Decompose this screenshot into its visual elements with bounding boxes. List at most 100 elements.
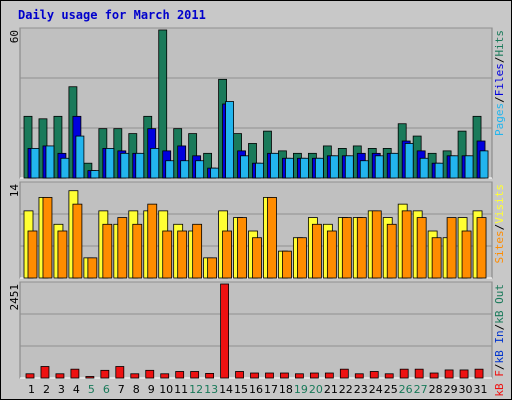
x-tick-label-day-30: 30 (459, 383, 473, 396)
legend-separator: / (493, 224, 506, 231)
legend-kbf-in-out: kB F/kB In/kB Out (493, 284, 506, 397)
bar-kb-f-2 (40, 366, 50, 379)
bar-kb-f-27 (414, 368, 424, 379)
bar-sites-6 (102, 223, 113, 279)
x-tick-label-day-5: 5 (88, 383, 95, 396)
x-tick-label-day-22: 22 (339, 383, 353, 396)
bar-kb-f-25 (384, 373, 394, 379)
bar-sites-13 (207, 257, 218, 279)
bar-pages-18 (285, 157, 294, 179)
x-tick-label-day-9: 9 (148, 383, 155, 396)
legend-entry-kb-in: kB In (493, 330, 506, 363)
bar-pages-5 (90, 170, 100, 179)
bar-kb-f-11 (175, 371, 185, 379)
bar-sites-8 (132, 223, 143, 279)
bar-sites-28 (431, 237, 442, 279)
bar-pages-28 (434, 162, 444, 179)
bar-kb-f-31 (474, 368, 484, 379)
bar-kb-f-3 (55, 373, 65, 379)
bar-sites-20 (311, 223, 322, 279)
legend-separator: / (493, 324, 506, 331)
bar-sites-15 (237, 217, 247, 279)
bar-kb-f-29 (444, 369, 454, 379)
bar-sites-19 (297, 237, 307, 279)
bar-sites-25 (386, 223, 397, 279)
bar-kb-f-13 (205, 372, 215, 379)
legend-hits-files-pages: Pages/Files/Hits (493, 30, 506, 136)
x-tick-label-day-12: 12 (189, 383, 203, 396)
bar-kb-f-15 (235, 371, 244, 379)
bar-sites-26 (401, 210, 412, 279)
legend-entry-kb-out: kB Out (493, 284, 506, 324)
bar-kb-f-5 (85, 376, 95, 379)
x-tick-label-day-31: 31 (474, 383, 488, 396)
legend-entry-files: Files (493, 63, 506, 96)
bar-kb-f-4 (70, 368, 80, 379)
bar-kb-f-6 (100, 369, 110, 379)
x-tick-label-day-29: 29 (444, 383, 458, 396)
bar-kb-f-10 (160, 373, 170, 379)
bar-sites-16 (252, 237, 262, 279)
bar-pages-1 (30, 147, 40, 179)
bar-pages-30 (464, 155, 474, 179)
bar-sites-7 (117, 217, 128, 279)
bar-sites-14 (222, 230, 232, 279)
bar-pages-6 (105, 147, 115, 179)
x-tick-label-day-13: 13 (204, 383, 218, 396)
x-tick-label-day-25: 25 (384, 383, 398, 396)
bar-sites-30 (461, 230, 472, 279)
legend-entry-sites: Sites (493, 230, 506, 263)
x-tick-label-day-3: 3 (58, 383, 65, 396)
bar-pages-13 (210, 167, 220, 179)
bar-kb-f-8 (130, 373, 140, 379)
bar-kb-f-21 (324, 372, 334, 379)
x-tick-label-day-21: 21 (324, 383, 338, 396)
bar-pages-23 (359, 160, 369, 179)
bar-sites-12 (192, 223, 203, 279)
bar-pages-9 (150, 147, 160, 179)
bar-pages-21 (329, 155, 339, 179)
x-tick-label-day-18: 18 (279, 383, 293, 396)
bar-kb-f-16 (250, 372, 259, 379)
bar-kb-f-12 (190, 371, 200, 379)
x-tick-label-day-11: 11 (174, 383, 188, 396)
bar-sites-11 (177, 230, 188, 279)
bar-kb-f-14 (220, 283, 229, 379)
bar-kb-f-24 (369, 371, 379, 379)
bar-pages-16 (255, 162, 264, 179)
bar-sites-5 (87, 257, 98, 279)
legend-separator: / (493, 364, 506, 371)
bar-kb-f-17 (265, 372, 274, 379)
bar-kb-f-9 (145, 369, 155, 379)
bar-pages-17 (270, 152, 279, 179)
x-tick-label-day-1: 1 (28, 383, 35, 396)
bar-sites-3 (57, 230, 68, 279)
bar-sites-4 (72, 203, 83, 279)
x-tick-label-day-19: 19 (294, 383, 308, 396)
x-tick-label-day-16: 16 (249, 383, 263, 396)
x-tick-label-day-7: 7 (118, 383, 125, 396)
bar-kb-f-22 (339, 368, 349, 379)
bar-kb-f-28 (429, 372, 439, 379)
x-tick-label-day-20: 20 (309, 383, 323, 396)
bar-sites-24 (371, 210, 382, 279)
bar-kb-f-19 (295, 373, 304, 379)
x-tick-label-day-4: 4 (73, 383, 80, 396)
bar-kb-f-30 (459, 369, 469, 379)
bar-sites-9 (147, 203, 158, 279)
bar-pages-12 (195, 160, 205, 179)
bar-kb-f-18 (280, 372, 289, 379)
panel-kbf-in-out (19, 281, 493, 379)
bar-sites-31 (476, 217, 487, 279)
bar-pages-10 (165, 160, 175, 179)
chart-title: Daily usage for March 2011 (18, 8, 206, 22)
bar-sites-18 (282, 250, 292, 279)
legend-entry-visits: Visits (493, 184, 506, 224)
legend-entry-hits: Hits (493, 30, 506, 57)
x-tick-label-day-2: 2 (43, 383, 50, 396)
x-tick-label-day-24: 24 (369, 383, 383, 396)
y-max-label: 60 (8, 30, 21, 43)
x-tick-label-day-28: 28 (429, 383, 443, 396)
legend-entry-pages: Pages (493, 103, 506, 136)
